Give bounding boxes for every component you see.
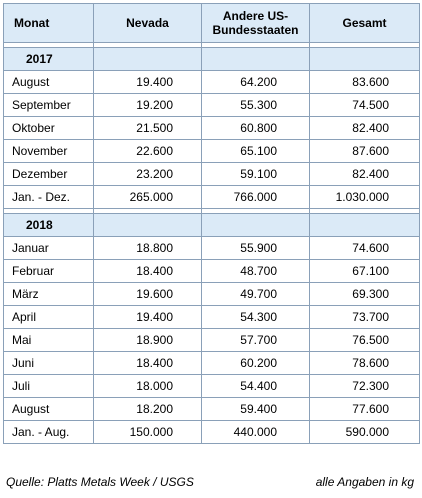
nevada-cell: 22.600 [93,139,202,163]
andere-cell: 54.400 [201,374,310,398]
col-header-andere-line1: Andere US- [222,9,289,23]
year-label: 2018 [3,213,94,237]
andere-cell: 59.100 [201,162,310,186]
table-row: Jan. - Dez. 265.000 766.000 1.030.000 [3,185,420,209]
table-row: April 19.400 54.300 73.700 [3,305,420,329]
gesamt-cell: 77.600 [309,397,420,421]
data-table: Monat Nevada Andere US- Bundesstaaten Ge… [3,3,420,444]
year-label: 2017 [3,47,94,71]
month-cell: Dezember [3,162,94,186]
col-header-andere: Andere US- Bundesstaaten [201,3,310,43]
spacer-row [3,42,420,48]
gesamt-cell: 74.600 [309,236,420,260]
gesamt-cell: 82.400 [309,162,420,186]
table-row: Dezember 23.200 59.100 82.400 [3,162,420,186]
nevada-cell: 18.200 [93,397,202,421]
units-note: alle Angaben in kg [315,475,414,489]
month-cell: November [3,139,94,163]
andere-cell: 55.900 [201,236,310,260]
gesamt-cell: 74.500 [309,93,420,117]
andere-cell: 54.300 [201,305,310,329]
table-row: März 19.600 49.700 69.300 [3,282,420,306]
nevada-cell: 19.400 [93,305,202,329]
gesamt-cell: 87.600 [309,139,420,163]
andere-cell: 60.800 [201,116,310,140]
gesamt-cell: 590.000 [309,420,420,444]
table-row: Juni 18.400 60.200 78.600 [3,351,420,375]
nevada-cell: 18.400 [93,259,202,283]
month-cell: Januar [3,236,94,260]
gesamt-cell: 72.300 [309,374,420,398]
year-cell-empty [201,213,310,237]
gesamt-cell: 67.100 [309,259,420,283]
month-cell: Oktober [3,116,94,140]
gesamt-cell: 76.500 [309,328,420,352]
andere-cell: 57.700 [201,328,310,352]
table-row: November 22.600 65.100 87.600 [3,139,420,163]
month-cell: September [3,93,94,117]
year-row: 2017 [3,47,420,71]
table-row: August 19.400 64.200 83.600 [3,70,420,94]
col-header-gesamt: Gesamt [309,3,420,43]
year-cell-empty [309,47,420,71]
month-cell: Februar [3,259,94,283]
andere-cell: 65.100 [201,139,310,163]
month-cell: Jan. - Dez. [3,185,94,209]
nevada-cell: 18.800 [93,236,202,260]
nevada-cell: 19.200 [93,93,202,117]
nevada-cell: 18.900 [93,328,202,352]
nevada-cell: 265.000 [93,185,202,209]
table-row: Januar 18.800 55.900 74.600 [3,236,420,260]
table-row: Oktober 21.500 60.800 82.400 [3,116,420,140]
table-row: Februar 18.400 48.700 67.100 [3,259,420,283]
col-header-andere-line2: Bundesstaaten [212,23,299,37]
andere-cell: 64.200 [201,70,310,94]
gesamt-cell: 83.600 [309,70,420,94]
nevada-cell: 19.400 [93,70,202,94]
gesamt-cell: 82.400 [309,116,420,140]
col-header-monat: Monat [3,3,94,43]
month-cell: Juni [3,351,94,375]
nevada-cell: 150.000 [93,420,202,444]
table-row: Jan. - Aug. 150.000 440.000 590.000 [3,420,420,444]
gesamt-cell: 69.300 [309,282,420,306]
table-row: Juli 18.000 54.400 72.300 [3,374,420,398]
year-cell-empty [309,213,420,237]
month-cell: August [3,70,94,94]
andere-cell: 59.400 [201,397,310,421]
nevada-cell: 21.500 [93,116,202,140]
table-body: 2017 August 19.400 64.200 83.600 September 19.… [3,42,420,444]
gesamt-cell: 73.700 [309,305,420,329]
gesamt-cell: 78.600 [309,351,420,375]
nevada-cell: 23.200 [93,162,202,186]
table-row: Mai 18.900 57.700 76.500 [3,328,420,352]
month-cell: August [3,397,94,421]
header-row: Monat Nevada Andere US- Bundesstaaten Ge… [3,3,420,43]
month-cell: Juli [3,374,94,398]
nevada-cell: 18.400 [93,351,202,375]
andere-cell: 48.700 [201,259,310,283]
month-cell: Mai [3,328,94,352]
source-note: Quelle: Platts Metals Week / USGS [6,475,194,489]
table-row: August 18.200 59.400 77.600 [3,397,420,421]
year-cell-empty [93,213,202,237]
year-cell-empty [201,47,310,71]
gesamt-cell: 1.030.000 [309,185,420,209]
andere-cell: 60.200 [201,351,310,375]
month-cell: Jan. - Aug. [3,420,94,444]
col-header-nevada: Nevada [93,3,202,43]
month-cell: März [3,282,94,306]
month-cell: April [3,305,94,329]
andere-cell: 766.000 [201,185,310,209]
table-row: September 19.200 55.300 74.500 [3,93,420,117]
spacer-row [3,208,420,214]
nevada-cell: 18.000 [93,374,202,398]
year-cell-empty [93,47,202,71]
year-row: 2018 [3,213,420,237]
andere-cell: 440.000 [201,420,310,444]
nevada-cell: 19.600 [93,282,202,306]
andere-cell: 49.700 [201,282,310,306]
andere-cell: 55.300 [201,93,310,117]
